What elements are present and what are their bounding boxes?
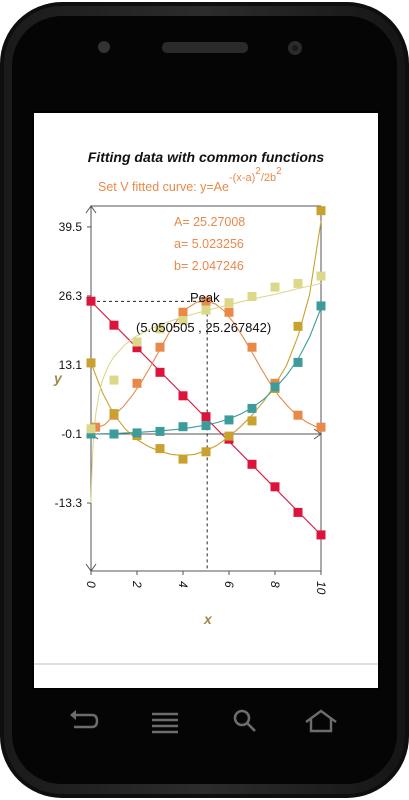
back-button[interactable] <box>66 707 100 735</box>
data-point-series-1 <box>247 459 257 469</box>
data-point-series-3 <box>293 321 303 331</box>
y-tick-label: 26.3 <box>59 289 83 303</box>
data-point-series-1 <box>155 367 165 377</box>
data-point-series-2 <box>178 307 188 317</box>
data-point-series-1 <box>201 412 211 422</box>
data-point-series-4 <box>316 301 326 311</box>
data-point-series-2 <box>155 342 165 352</box>
data-point-series-4 <box>132 428 142 438</box>
speaker-grille <box>162 42 248 53</box>
data-point-series-2 <box>316 422 326 432</box>
y-axis-label: y <box>53 370 63 386</box>
data-point-series-3 <box>109 409 119 419</box>
data-point-series-2 <box>132 378 142 388</box>
search-icon <box>233 709 256 732</box>
data-point-series-1 <box>316 530 326 540</box>
data-point-series-4 <box>224 415 234 425</box>
data-point-series-4 <box>86 429 96 439</box>
data-point-series-4 <box>247 403 257 413</box>
data-point-series-3 <box>178 454 188 464</box>
fit-curve-2 <box>95 300 322 430</box>
search-button[interactable] <box>228 707 262 735</box>
x-axis-label: x <box>203 611 213 627</box>
x-tick-label: 10 <box>314 581 328 595</box>
chart-subtitle: Set V fitted curve: y=Ae-(x-a)2/2b2 <box>98 166 282 194</box>
data-point-series-1 <box>178 391 188 401</box>
data-point-series-5 <box>155 324 165 334</box>
y-tick-label: 39.5 <box>59 220 83 234</box>
home-button[interactable] <box>303 707 339 735</box>
y-tick-label: -0.1 <box>61 427 82 441</box>
x-tick-label: 4 <box>176 581 190 588</box>
data-point-series-4 <box>201 421 211 431</box>
data-point-series-1 <box>293 507 303 517</box>
data-point-series-1 <box>270 482 280 492</box>
x-tick-label: 8 <box>268 581 282 588</box>
peak-label: Peak <box>190 290 220 305</box>
data-point-series-3 <box>201 447 211 457</box>
chart-title: Fitting data with common functions <box>88 149 325 165</box>
menu-button[interactable] <box>148 707 182 735</box>
data-point-series-5 <box>293 278 303 288</box>
data-point-series-5 <box>109 375 119 385</box>
data-point-series-5 <box>247 292 257 301</box>
menu-lines-icon <box>152 712 178 734</box>
data-point-series-4 <box>178 422 188 432</box>
fit-param-A: A= 25.27008 <box>174 215 245 229</box>
y-tick-label: 13.1 <box>59 358 83 372</box>
y-tick-label: -13.3 <box>55 496 83 510</box>
data-point-series-5 <box>86 424 96 434</box>
data-point-series-3 <box>316 206 326 216</box>
home-icon <box>305 709 337 733</box>
data-point-series-5 <box>178 316 188 325</box>
data-point-series-3 <box>224 431 234 441</box>
data-point-series-1 <box>132 343 142 353</box>
fit-param-a: a= 5.023256 <box>174 237 244 251</box>
fit-param-b: b= 2.047246 <box>174 259 244 273</box>
peak-coords: (5.050505 , 25.267842) <box>136 320 271 335</box>
x-axis-arrow-right <box>313 428 322 440</box>
data-point-series-4 <box>293 357 303 367</box>
data-point-series-2 <box>91 422 101 432</box>
data-point-series-5 <box>316 271 326 281</box>
data-point-series-5 <box>224 298 234 308</box>
y-axis-arrow-top <box>85 205 97 214</box>
data-point-series-2 <box>247 342 257 352</box>
data-point-series-1 <box>109 320 119 330</box>
data-point-series-4 <box>270 382 280 392</box>
data-point-series-5 <box>201 305 211 315</box>
data-point-series-1 <box>86 296 96 306</box>
data-point-series-2 <box>293 410 303 420</box>
sensor-dot <box>98 41 110 53</box>
back-arrow-icon <box>70 710 99 729</box>
data-point-series-3 <box>86 358 96 368</box>
data-point-series-2 <box>201 296 211 306</box>
fitting-chart: Fitting data with common functions Set V… <box>34 113 378 688</box>
data-point-series-4 <box>155 426 165 436</box>
data-point-series-2 <box>224 307 234 317</box>
x-tick-label: 0 <box>84 581 98 588</box>
data-point-series-3 <box>247 416 257 426</box>
x-tick-label: 2 <box>130 580 144 588</box>
fit-curve-4 <box>90 307 322 435</box>
x-tick-label: 6 <box>222 581 236 588</box>
data-point-series-5 <box>132 337 142 347</box>
data-point-series-3 <box>155 444 165 454</box>
data-point-series-5 <box>270 282 280 292</box>
data-point-series-4 <box>109 429 119 439</box>
app-screen: Fitting data with common functions Set V… <box>34 113 378 688</box>
